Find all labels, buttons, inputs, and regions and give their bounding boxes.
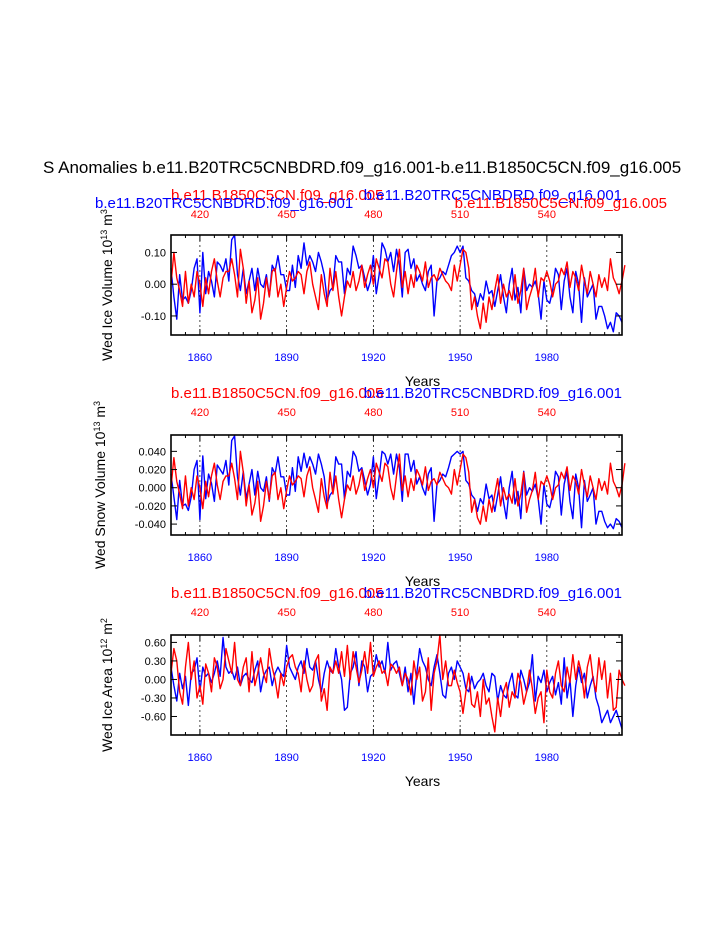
plot-frame <box>170 634 623 736</box>
header-label-blue: b.e11.B20TRC5CNBDRD.f09_g16.001 <box>364 187 622 204</box>
x-tick-label: 1950 <box>448 552 472 564</box>
x-tick-label: 1890 <box>274 552 298 564</box>
y-tick-label: -0.30 <box>141 693 166 705</box>
series-red-snow-volume <box>170 450 626 525</box>
x-tick-label: 1980 <box>535 552 559 564</box>
x-tick-label: 1890 <box>274 352 298 364</box>
top-tick-label: 420 <box>191 607 209 619</box>
y-axis-label: Wed Ice Area 1012 m2 <box>99 618 115 752</box>
top-tick-label: 450 <box>277 407 295 419</box>
top-tick-label: 540 <box>538 209 556 221</box>
y-axis-label-superscript: 3 <box>92 401 102 406</box>
y-axis-label-part: m <box>99 214 115 230</box>
x-tick-label: 1920 <box>361 552 385 564</box>
x-axis-label: Years <box>405 773 440 789</box>
y-axis-label-part: Wed Ice Volume 10 <box>99 240 115 361</box>
y-tick-label: -0.60 <box>141 711 166 723</box>
top-tick-label: 510 <box>451 607 469 619</box>
y-tick-label: 0.000 <box>138 483 166 495</box>
header-label-red: b.e11.B1850C5CN.f09_g16.005 <box>171 187 383 204</box>
top-tick-label: 540 <box>538 607 556 619</box>
y-axis-label-superscript: 12 <box>99 639 109 649</box>
figure-title: S Anomalies b.e11.B20TRC5CNBDRD.f09_g16.… <box>43 158 681 177</box>
y-tick-label: 0.30 <box>145 656 166 668</box>
series-blue-ice-volume <box>170 234 623 333</box>
top-tick-label: 510 <box>451 209 469 221</box>
header-label-red-secondary: b.e11.B1850C5CN.f09_g16.005 <box>455 195 667 212</box>
top-tick-label: 450 <box>277 209 295 221</box>
x-tick-label: 1860 <box>188 352 212 364</box>
series-red-ice-volume <box>170 248 626 330</box>
header-label-blue-secondary: b.e11.B20TRC5CNBDRD.f09_g16.001 <box>95 195 353 212</box>
top-tick-label: 540 <box>538 407 556 419</box>
y-tick-label: 0.00 <box>145 279 166 291</box>
chart-panel-ice-area: 0.60 0.30 0.00 -0.30 -0.60 1860 1890 1920 1950 19… <box>99 585 626 789</box>
y-axis-label: Wed Ice Volume 1013 m3 <box>99 209 115 361</box>
chart-panel-ice-volume: 0.10 0.00 -0.10 1860 1890 1920 1950 1980 420 450 4… <box>95 187 667 389</box>
y-axis-label: Wed Snow Volume 1013 m3 <box>92 401 108 569</box>
top-tick-label: 480 <box>364 407 382 419</box>
top-tick-label: 480 <box>364 607 382 619</box>
y-axis-label-superscript: 13 <box>99 230 109 240</box>
y-tick-label: -0.10 <box>141 311 166 323</box>
y-axis-label-superscript: 2 <box>99 618 109 623</box>
y-tick-label: 0.020 <box>138 465 166 477</box>
x-tick-label: 1980 <box>535 352 559 364</box>
series-blue-ice-area <box>170 636 623 730</box>
x-tick-label: 1860 <box>188 552 212 564</box>
chart-panel-snow-volume: 0.040 0.020 0.000 -0.020 -0.040 1860 1890 1920 1… <box>92 385 626 589</box>
y-axis-label-part: m <box>92 406 108 422</box>
y-axis-label-part: Wed Snow Volume 10 <box>92 431 108 569</box>
y-axis-label-superscript: 3 <box>99 209 109 214</box>
x-tick-label: 1890 <box>274 752 298 764</box>
x-tick-label: 1950 <box>448 352 472 364</box>
y-axis-label-part: m <box>99 623 115 639</box>
y-axis-label-part: Wed Ice Area 10 <box>99 648 115 751</box>
x-tick-label: 1980 <box>535 752 559 764</box>
plot-frame <box>170 234 623 336</box>
x-tick-label: 1950 <box>448 752 472 764</box>
header-label-blue: b.e11.B20TRC5CNBDRD.f09_g16.001 <box>364 385 622 402</box>
y-axis-label-superscript: 13 <box>92 422 102 432</box>
y-tick-label: 0.10 <box>145 247 166 259</box>
top-tick-label: 480 <box>364 209 382 221</box>
x-tick-label: 1920 <box>361 752 385 764</box>
plot-frame <box>170 434 623 536</box>
top-tick-label: 450 <box>277 607 295 619</box>
top-tick-label: 510 <box>451 407 469 419</box>
x-axis-label: Years <box>405 573 440 589</box>
header-label-red: b.e11.B1850C5CN.f09_g16.005 <box>171 585 383 602</box>
x-tick-label: 1860 <box>188 752 212 764</box>
y-tick-label: 0.60 <box>145 637 166 649</box>
top-tick-label: 420 <box>191 209 209 221</box>
top-tick-label: 420 <box>191 407 209 419</box>
y-tick-label: 0.040 <box>138 446 166 458</box>
header-label-blue: b.e11.B20TRC5CNBDRD.f09_g16.001 <box>364 585 622 602</box>
x-tick-label: 1920 <box>361 352 385 364</box>
series-red-ice-area <box>170 634 626 733</box>
y-tick-label: -0.020 <box>135 501 166 513</box>
y-tick-label: -0.040 <box>135 519 166 531</box>
header-label-red: b.e11.B1850C5CN.f09_g16.005 <box>171 385 383 402</box>
y-tick-label: 0.00 <box>145 674 166 686</box>
x-axis-label: Years <box>405 373 440 389</box>
